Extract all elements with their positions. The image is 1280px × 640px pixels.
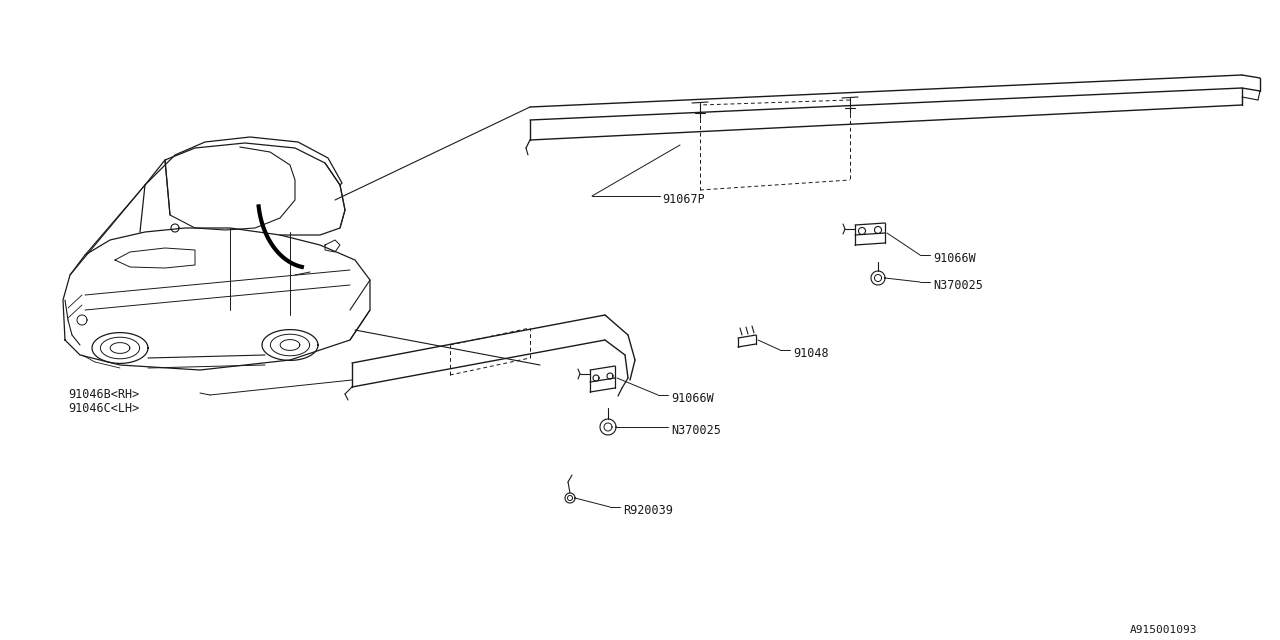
Text: A915001093: A915001093 <box>1130 625 1198 635</box>
Text: 91067P: 91067P <box>662 193 705 206</box>
Text: 91046B<RH>: 91046B<RH> <box>68 388 140 401</box>
Text: 91048: 91048 <box>794 347 828 360</box>
Text: R920039: R920039 <box>623 504 673 517</box>
Text: N370025: N370025 <box>671 424 721 437</box>
Text: 91066W: 91066W <box>671 392 714 405</box>
Text: 91046C<LH>: 91046C<LH> <box>68 402 140 415</box>
Text: 91066W: 91066W <box>933 252 975 265</box>
Text: N370025: N370025 <box>933 279 983 292</box>
